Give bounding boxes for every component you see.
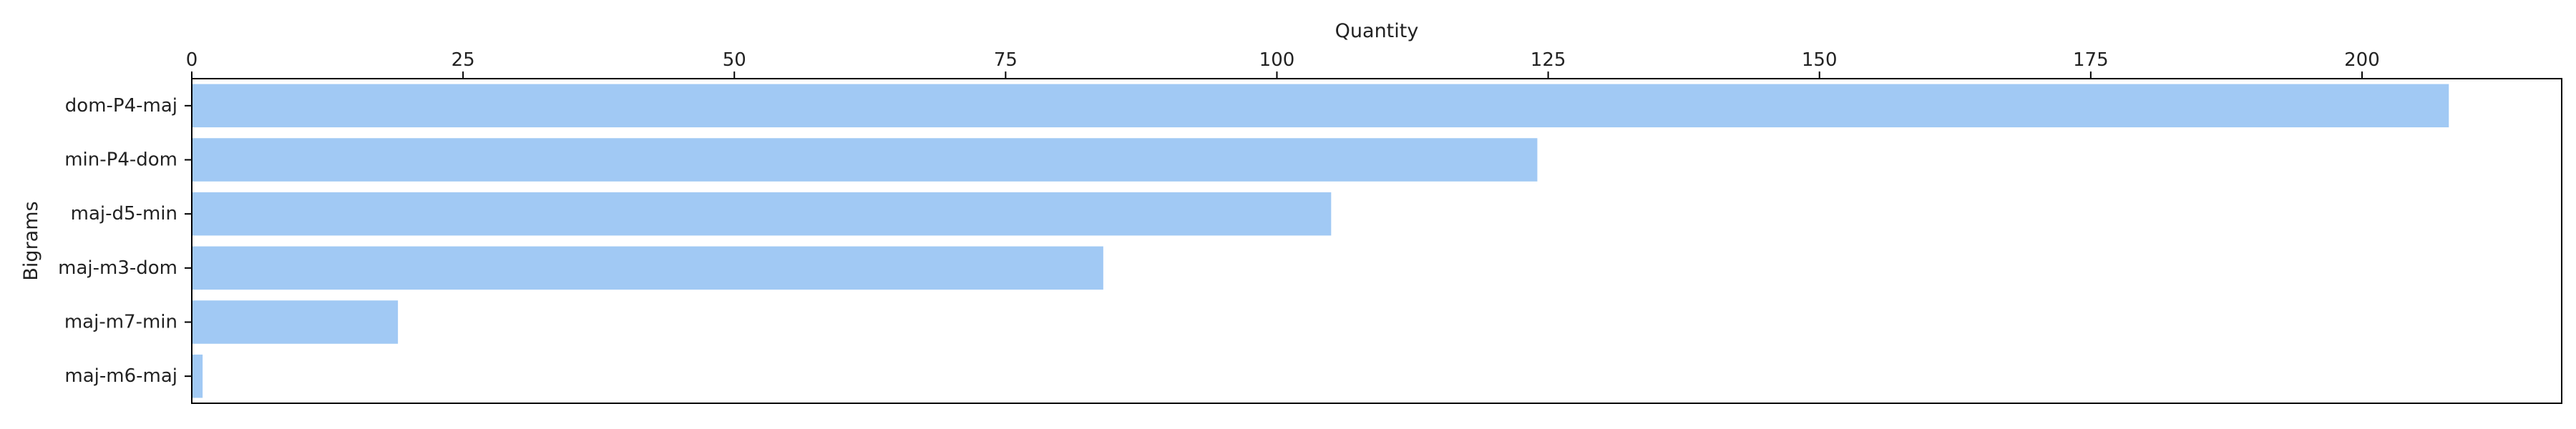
x-axis-ticks: 0 25 50 75 100 125 150 175 200 <box>186 49 2380 79</box>
x-tick-label-100: 100 <box>1259 49 1295 71</box>
x-axis-label: Quantity <box>1335 20 1419 42</box>
bar-maj-m7-min <box>192 300 399 344</box>
x-tick-label-50: 50 <box>723 49 746 71</box>
y-axis-ticks: dom-P4-maj min-P4-dom maj-d5-min maj-m3-dom… <box>58 95 192 387</box>
x-tick-label-125: 125 <box>1531 49 1566 71</box>
bar-dom-P4-maj <box>192 84 2449 128</box>
x-tick-label-175: 175 <box>2073 49 2109 71</box>
bars-group <box>192 84 2449 398</box>
plot-frame <box>191 78 2562 404</box>
bar-min-P4-dom <box>192 138 1538 182</box>
x-tick-label-75: 75 <box>994 49 1018 71</box>
x-tick-label-200: 200 <box>2344 49 2380 71</box>
y-tick-label-maj-m6-maj: maj-m6-maj <box>64 365 177 387</box>
x-tick-label-0: 0 <box>186 49 198 71</box>
bar-maj-m6-maj <box>192 354 203 398</box>
bar-maj-m3-dom <box>192 246 1103 290</box>
y-tick-label-maj-m7-min: maj-m7-min <box>64 312 177 333</box>
y-axis-label: Bigrams <box>20 201 42 280</box>
y-tick-label-dom-P4-maj: dom-P4-maj <box>65 95 177 117</box>
x-tick-label-150: 150 <box>1802 49 1838 71</box>
y-tick-label-min-P4-dom: min-P4-dom <box>64 149 177 171</box>
x-tick-label-25: 25 <box>452 49 475 71</box>
y-tick-label-maj-d5-min: maj-d5-min <box>71 203 177 225</box>
bar-maj-d5-min <box>192 192 1332 236</box>
y-tick-label-maj-m3-dom: maj-m3-dom <box>58 257 177 279</box>
